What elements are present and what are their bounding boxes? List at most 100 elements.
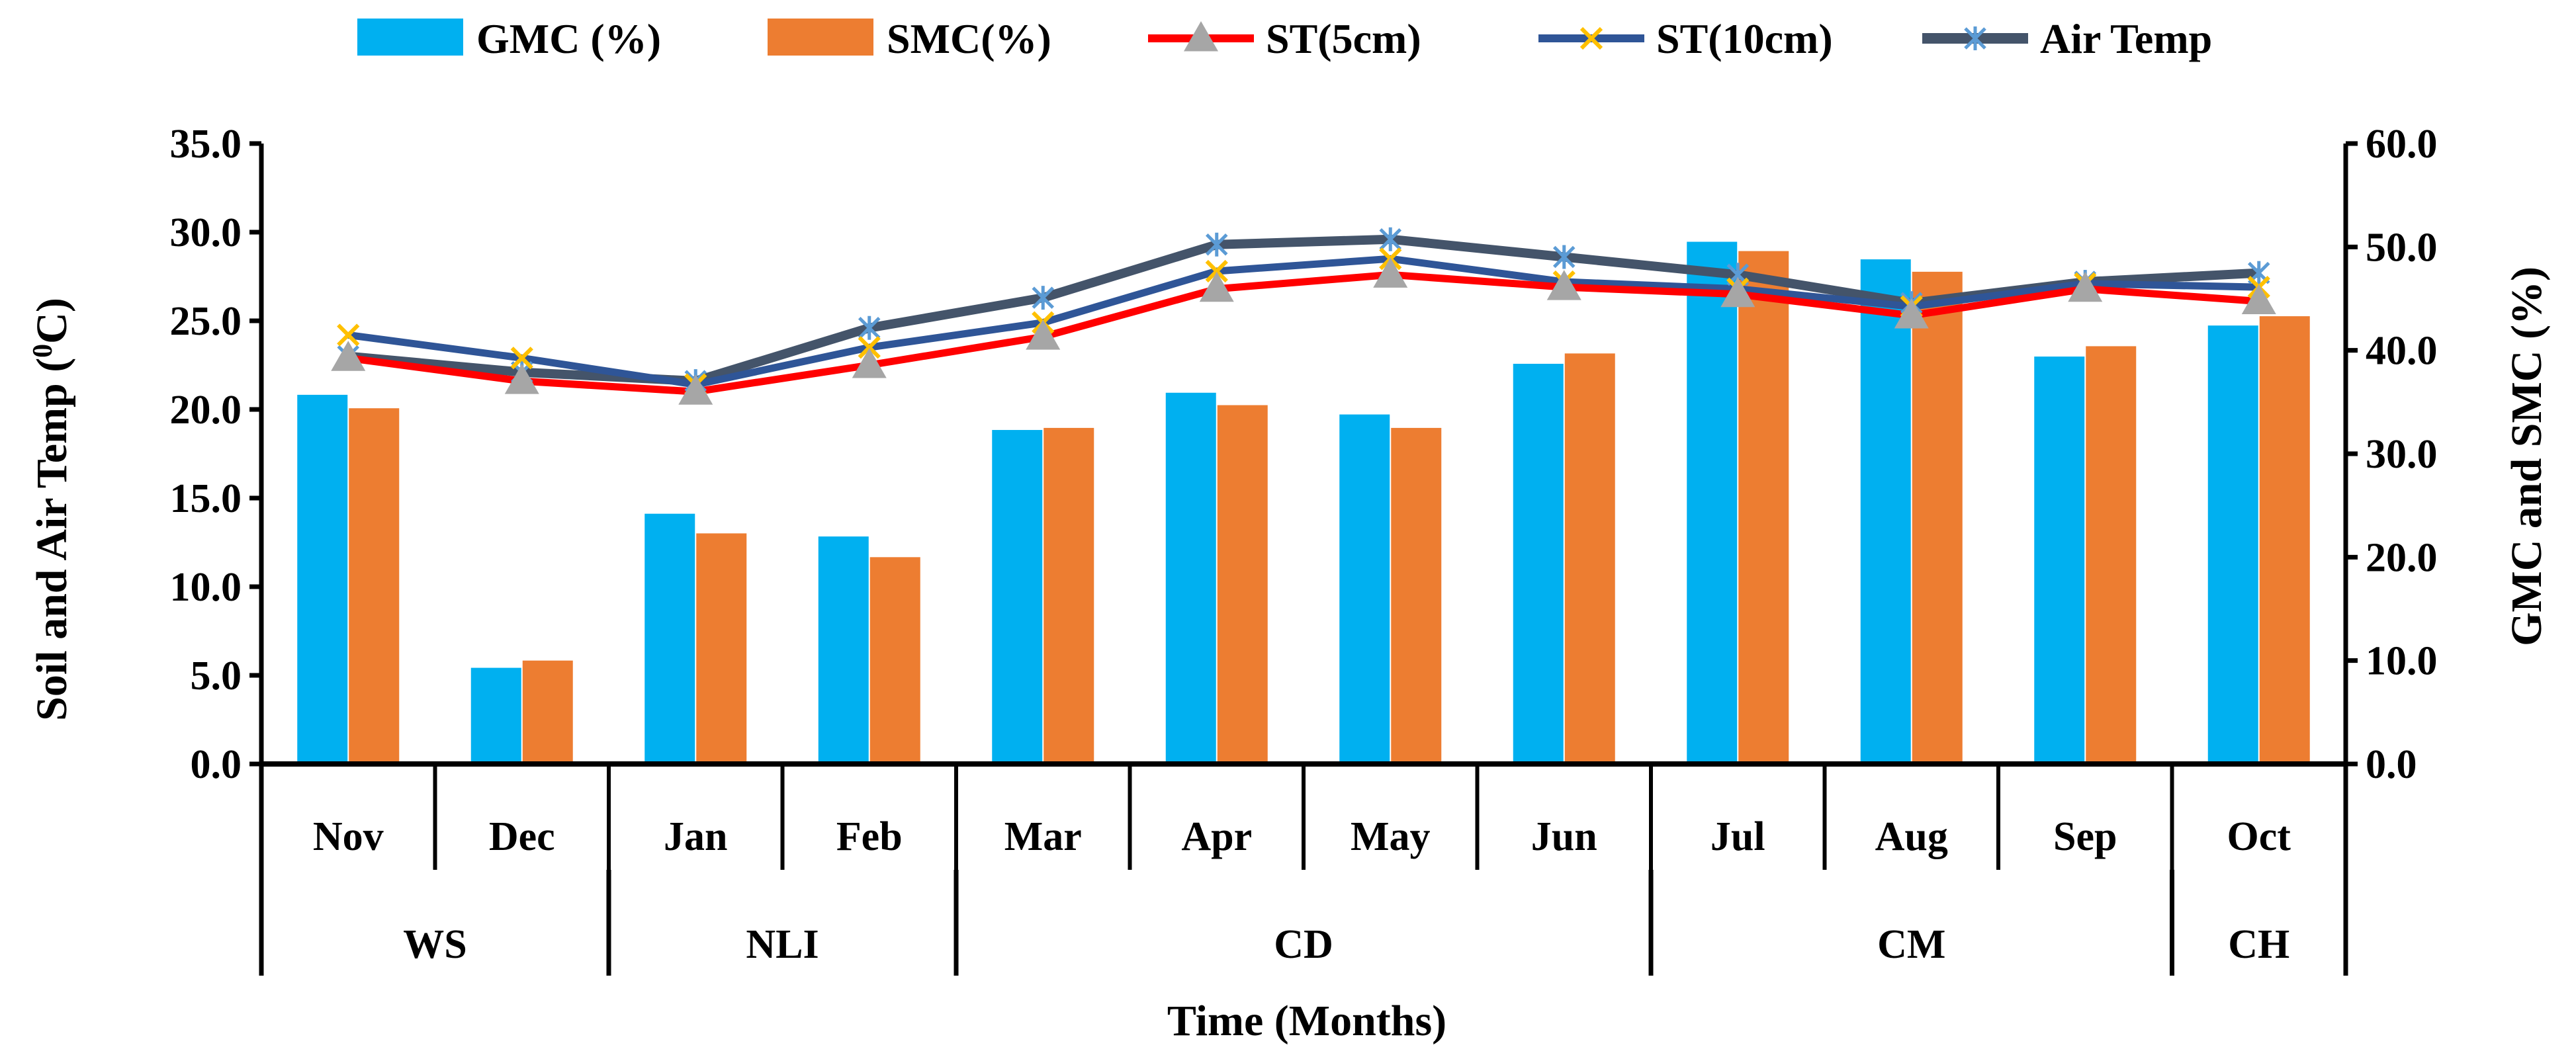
point-air-temp-may	[1379, 227, 1402, 251]
point-st-10cm-feb-stroke-b	[858, 336, 881, 359]
y-left-tick-label: 10.0	[170, 565, 242, 610]
legend-item-st-10cm: ST(10cm)	[1538, 15, 1833, 62]
point-st-5cm-feb	[852, 348, 887, 378]
y-right-axis-title: GMC and SMC (%)	[2503, 267, 2551, 646]
legend-item-smc: SMC(%)	[768, 15, 1051, 62]
y-right-tick-label: 10.0	[2366, 639, 2438, 684]
bar-smc-jul	[1738, 251, 1789, 764]
legend-label-st-5cm: ST(5cm)	[1266, 15, 1421, 62]
bar-gmc-aug	[1860, 259, 1911, 764]
x-tick-label-sep: Sep	[2053, 814, 2117, 859]
x-tick-label-jun: Jun	[1531, 814, 1597, 859]
bar-gmc-jul	[1687, 241, 1738, 764]
bar-smc-sep	[2086, 346, 2137, 764]
x-tick-label-nov: Nov	[313, 814, 384, 859]
point-st-10cm-dec	[510, 347, 533, 370]
y-left-tick-label: 35.0	[170, 122, 242, 167]
point-st-10cm-apr-stroke-b	[1205, 259, 1228, 283]
legend-label-st-10cm: ST(10cm)	[1656, 15, 1833, 62]
legend-marker-st-5cm	[1184, 21, 1218, 52]
point-st-5cm-oct	[2241, 284, 2276, 315]
y-right-tick-label: 30.0	[2366, 432, 2438, 477]
y-left-axis-title-tail: C)	[28, 298, 76, 344]
bar-gmc-may	[1339, 414, 1390, 764]
x-tick-label-feb: Feb	[836, 814, 903, 859]
group-label-ch: CH	[2228, 922, 2289, 967]
group-label-cm: CM	[1877, 922, 1945, 967]
x-tick-label-jan: Jan	[664, 814, 727, 859]
y-right-tick-label: 20.0	[2366, 535, 2438, 580]
point-st-10cm-feb	[858, 336, 881, 359]
legend-marker-st-10cm-stroke-b	[1579, 26, 1603, 50]
bar-gmc-dec	[470, 667, 521, 764]
point-st-5cm-nov	[331, 341, 366, 371]
legend-item-air-temp: Air Temp	[1922, 15, 2212, 62]
x-tick-label-oct: Oct	[2227, 814, 2291, 859]
y-left-tick-label: 0.0	[191, 742, 242, 787]
point-st-5cm-jan	[678, 374, 713, 405]
x-tick-label-dec: Dec	[489, 814, 555, 859]
bar-gmc-jan	[644, 513, 695, 764]
point-st-10cm-nov	[337, 323, 360, 347]
bar-gmc-sep	[2034, 357, 2085, 764]
point-air-temp-feb	[858, 316, 881, 340]
y-left-axis-title-sup: 0	[28, 344, 58, 358]
x-tick-label-jul: Jul	[1710, 814, 1765, 859]
bar-smc-nov	[349, 408, 400, 764]
group-label-ws: WS	[403, 922, 466, 967]
line-air-temp	[347, 234, 2260, 386]
x-tick-label-aug: Aug	[1875, 814, 1948, 859]
bar-smc-may	[1391, 427, 1442, 764]
point-st-5cm-mar	[1026, 319, 1061, 350]
point-st-5cm-may	[1373, 257, 1408, 288]
y-left-axis-title: Soil and Air Temp (0C)	[28, 298, 76, 721]
bar-smc-mar	[1044, 427, 1094, 764]
bar-gmc-jun	[1513, 363, 1564, 764]
group-label-cd: CD	[1274, 922, 1333, 967]
lines-layer	[331, 227, 2276, 405]
x-axis-title: Time (Months)	[1167, 997, 1446, 1045]
point-st-5cm-sep	[2068, 271, 2103, 302]
line-st-5cm	[347, 271, 2260, 396]
legend: GMC (%) SMC(%) ST(5cm) ST(10cm) Air Temp	[357, 15, 2212, 62]
point-st-5cm-apr	[1199, 271, 1234, 302]
bar-smc-jun	[1564, 353, 1615, 764]
point-st-5cm-jun	[1546, 270, 1581, 300]
legend-item-gmc: GMC (%)	[357, 15, 661, 62]
legend-swatch-smc	[768, 19, 873, 56]
y-right-tick-label: 60.0	[2366, 122, 2438, 167]
y-left-tick-label: 5.0	[191, 654, 242, 698]
bar-gmc-apr	[1165, 392, 1216, 764]
line-st-10cm	[347, 255, 2259, 388]
y-left-tick-label: 25.0	[170, 299, 242, 344]
axes-layer: 0.0 5.0 10.0 15.0 20.0 25.0 30.0 35.0 0.0 10.0 20.…	[170, 122, 2438, 976]
y-right-tick-label: 40.0	[2366, 329, 2438, 374]
point-st-10cm-nov-stroke-b	[337, 323, 360, 347]
point-air-temp-apr	[1205, 232, 1228, 257]
x-tick-label-apr: Apr	[1181, 814, 1252, 859]
legend-marker-st-10cm	[1579, 26, 1603, 50]
x-tick-label-may: May	[1351, 814, 1431, 859]
legend-label-air-temp: Air Temp	[2040, 15, 2212, 62]
bar-smc-oct	[2259, 316, 2310, 764]
legend-label-gmc: GMC (%)	[476, 15, 661, 62]
bar-gmc-nov	[297, 394, 348, 764]
point-st-5cm-dec	[504, 364, 539, 394]
y-left-axis-title-base: Soil and Air Temp (	[28, 358, 76, 721]
y-right-tick-label: 0.0	[2366, 742, 2417, 787]
point-air-temp-mar	[1032, 286, 1055, 310]
y-right-tick-label: 50.0	[2366, 225, 2438, 270]
bar-smc-jan	[696, 533, 747, 764]
bar-gmc-oct	[2207, 325, 2258, 764]
group-label-nli: NLI	[746, 922, 819, 967]
point-st-5cm-jul	[1720, 276, 1755, 308]
bars-layer	[297, 241, 2310, 764]
bar-smc-aug	[1912, 271, 1963, 764]
x-tick-label-mar: Mar	[1004, 814, 1082, 859]
point-st-5cm-aug	[1894, 298, 1929, 329]
legend-swatch-gmc	[357, 19, 463, 56]
y-left-tick-label: 30.0	[170, 210, 242, 255]
bar-gmc-feb	[818, 536, 869, 764]
bar-smc-dec	[522, 660, 573, 764]
bar-smc-feb	[869, 557, 920, 764]
